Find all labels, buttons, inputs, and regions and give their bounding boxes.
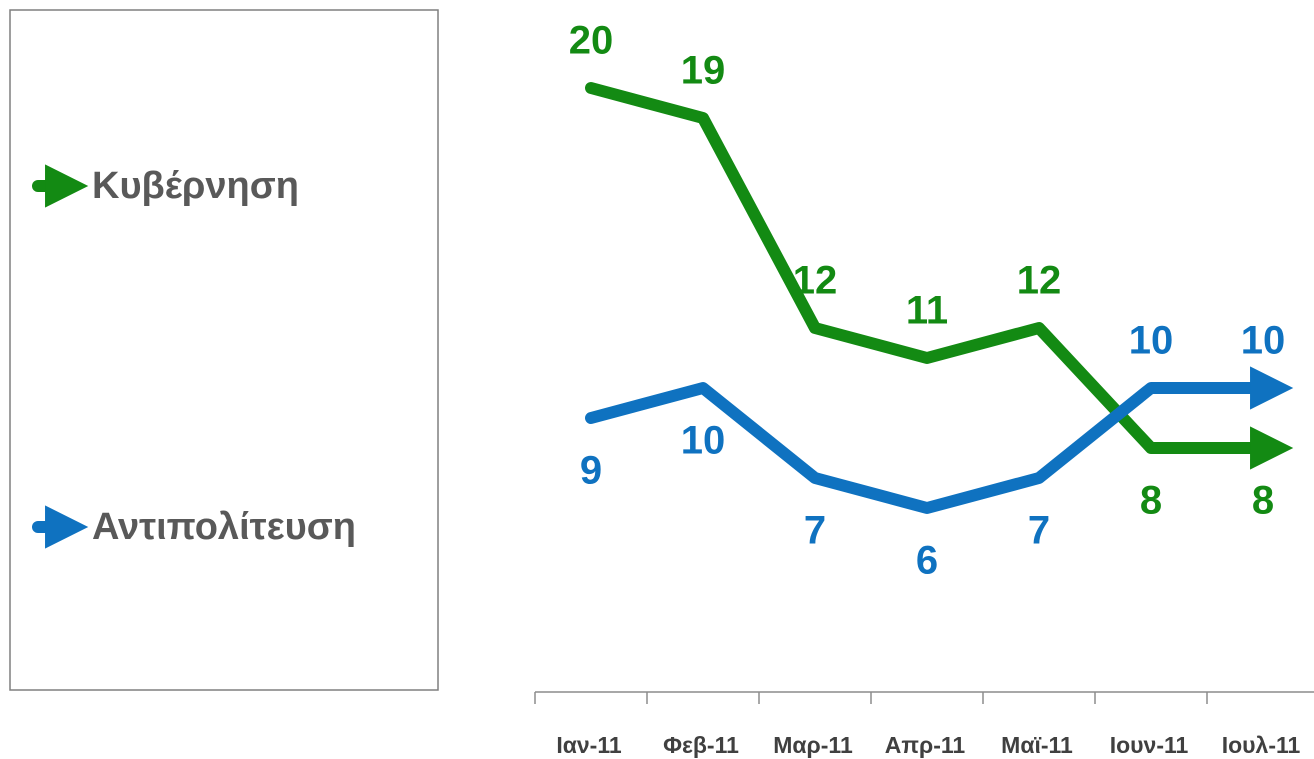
x-tick-label: Απρ-11 [885, 732, 966, 758]
data-label: 12 [1017, 259, 1062, 303]
series-line [585, 82, 1294, 470]
legend-label: Κυβέρνηση [92, 165, 299, 207]
data-label: 6 [916, 539, 938, 583]
legend-box [9, 9, 439, 691]
data-label: 10 [1241, 319, 1286, 363]
x-tick-label: Ιουλ-11 [1222, 732, 1301, 758]
x-tick-label: Μαϊ-11 [1001, 732, 1073, 758]
x-tick-label: Φεβ-11 [663, 732, 739, 758]
x-tick-label: Μαρ-11 [773, 732, 853, 758]
data-label: 12 [793, 259, 838, 303]
series-line [585, 366, 1294, 514]
x-tick-label: Ιουν-11 [1110, 732, 1189, 758]
legend-label: Αντιπολίτευση [92, 506, 356, 548]
data-label: 9 [580, 449, 602, 493]
data-label: 10 [681, 419, 726, 463]
data-label: 10 [1129, 319, 1174, 363]
x-tick-label: Ιαν-11 [556, 732, 622, 758]
data-label: 20 [569, 19, 614, 63]
data-label: 8 [1140, 479, 1162, 523]
data-label: 7 [1028, 509, 1050, 553]
data-label: 11 [906, 289, 948, 333]
data-label: 8 [1252, 479, 1274, 523]
data-label: 19 [681, 49, 726, 93]
data-label: 7 [804, 509, 826, 553]
